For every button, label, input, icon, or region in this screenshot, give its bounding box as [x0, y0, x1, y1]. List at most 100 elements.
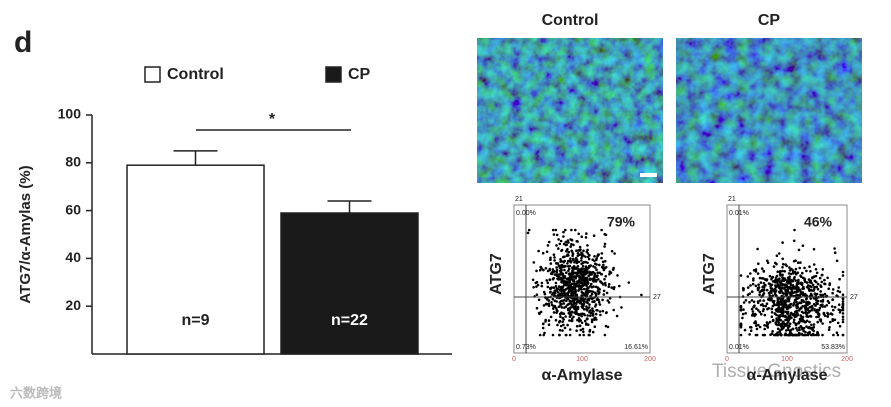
dot	[574, 306, 577, 310]
dot	[779, 310, 782, 314]
dot	[797, 333, 801, 337]
dot	[768, 282, 771, 286]
dot	[786, 290, 790, 294]
dot	[532, 261, 536, 264]
dot	[832, 333, 835, 337]
dot	[797, 320, 801, 324]
legend-swatch	[325, 66, 342, 83]
dot	[566, 323, 569, 327]
dot	[545, 250, 549, 254]
dot	[599, 313, 602, 317]
dot	[783, 283, 787, 286]
dot	[541, 326, 545, 330]
dot	[808, 320, 811, 324]
dot	[770, 297, 773, 301]
dot	[799, 261, 802, 264]
dot	[535, 280, 539, 284]
dot	[561, 279, 564, 282]
quadrant-label: 0.73%	[516, 344, 536, 351]
dot	[787, 281, 790, 284]
dot	[772, 302, 776, 305]
dot	[541, 251, 545, 255]
dot	[775, 308, 778, 312]
dot	[603, 333, 607, 337]
dot	[837, 303, 841, 307]
dot	[592, 265, 595, 268]
dot	[770, 291, 773, 295]
dot	[819, 293, 822, 297]
dot	[816, 311, 820, 314]
dot	[565, 280, 569, 283]
dot	[756, 272, 760, 275]
dot	[535, 293, 539, 297]
dot	[584, 281, 587, 284]
dot	[811, 327, 814, 331]
dot	[582, 260, 586, 264]
dot	[548, 278, 552, 282]
dot	[751, 282, 755, 286]
dot	[571, 258, 575, 262]
quadrant-label: 53.83%	[821, 344, 845, 351]
dot	[596, 297, 599, 301]
dot	[558, 333, 561, 337]
dot	[780, 326, 784, 329]
dot	[761, 293, 765, 297]
dot	[542, 333, 545, 337]
dot	[570, 249, 573, 253]
dot	[554, 284, 558, 288]
dot	[772, 265, 776, 268]
dot	[774, 333, 778, 336]
dot	[555, 262, 559, 265]
dot	[841, 312, 845, 315]
dot	[754, 333, 758, 337]
dot	[535, 285, 538, 288]
dot	[795, 300, 798, 304]
dot	[841, 270, 845, 274]
dot	[562, 260, 565, 264]
dot	[762, 288, 766, 292]
dot	[808, 265, 811, 269]
dot	[802, 285, 805, 289]
dot	[596, 309, 599, 312]
dot	[569, 257, 572, 260]
dot	[592, 280, 595, 283]
dot	[582, 287, 586, 291]
dot	[580, 321, 584, 325]
dot	[580, 291, 584, 294]
watermark: 六数跨境	[10, 385, 62, 400]
dot	[785, 329, 788, 332]
dot	[574, 259, 577, 262]
dot	[583, 293, 586, 296]
dot	[571, 254, 574, 258]
dot	[546, 244, 550, 247]
image-title: CP	[758, 12, 781, 29]
dot	[542, 322, 545, 326]
dot	[771, 330, 774, 333]
dot	[560, 289, 563, 293]
dot	[564, 264, 567, 268]
dot	[590, 282, 593, 286]
gate-label: 27	[653, 294, 661, 301]
dot	[755, 327, 759, 331]
dot	[758, 276, 762, 280]
dot	[597, 292, 600, 296]
dot	[762, 299, 765, 302]
dot	[564, 228, 567, 232]
dot	[775, 317, 778, 320]
dot	[591, 330, 595, 334]
dot	[568, 333, 572, 337]
dot	[568, 319, 571, 322]
dot	[570, 228, 573, 232]
dot	[572, 290, 575, 294]
dot	[607, 282, 611, 286]
dot	[841, 300, 845, 303]
dot	[556, 277, 559, 280]
dot	[795, 326, 798, 330]
dot	[582, 333, 585, 337]
dot	[570, 319, 574, 323]
dot	[544, 318, 547, 322]
dot	[828, 282, 832, 285]
dot	[553, 256, 556, 259]
dot	[555, 233, 559, 237]
dot	[781, 314, 785, 318]
